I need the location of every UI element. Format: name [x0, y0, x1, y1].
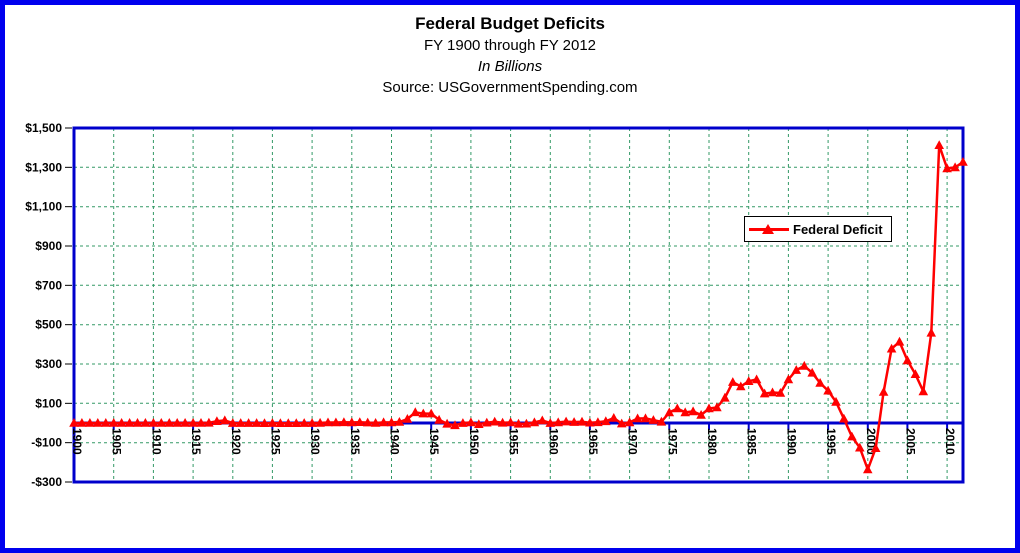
svg-text:1900: 1900: [70, 428, 84, 455]
svg-text:1920: 1920: [229, 428, 243, 455]
svg-text:1915: 1915: [189, 428, 203, 455]
svg-text:$900: $900: [35, 239, 62, 253]
svg-text:1995: 1995: [824, 428, 838, 455]
chart-source: Source: USGovernmentSpending.com: [382, 79, 638, 96]
svg-text:$1,500: $1,500: [25, 121, 62, 135]
svg-text:2005: 2005: [903, 428, 917, 455]
legend-line-marker-icon: [745, 223, 793, 235]
svg-text:1970: 1970: [626, 428, 640, 455]
chart-units: In Billions: [477, 58, 543, 75]
svg-text:1990: 1990: [784, 428, 798, 455]
svg-text:2010: 2010: [943, 428, 957, 455]
chart-subtitle: FY 1900 through FY 2012: [423, 37, 597, 54]
svg-text:-$100: -$100: [31, 436, 62, 450]
legend-box: Federal Deficit: [744, 216, 892, 242]
svg-text:-$300: -$300: [31, 475, 62, 489]
svg-text:1925: 1925: [268, 428, 282, 455]
chart-header: Federal Budget Deficits FY 1900 through …: [0, 13, 1020, 98]
svg-text:1935: 1935: [348, 428, 362, 455]
svg-text:$700: $700: [35, 278, 62, 292]
svg-text:$1,300: $1,300: [25, 160, 62, 174]
svg-text:1975: 1975: [665, 428, 679, 455]
svg-text:$1,100: $1,100: [25, 200, 62, 214]
chart-title: Federal Budget Deficits: [415, 14, 605, 33]
svg-text:1955: 1955: [507, 428, 521, 455]
svg-text:1960: 1960: [546, 428, 560, 455]
legend-label: Federal Deficit: [793, 221, 883, 237]
legend-triangle-icon: [762, 224, 774, 234]
svg-text:1965: 1965: [586, 428, 600, 455]
svg-text:$100: $100: [35, 396, 62, 410]
svg-text:$300: $300: [35, 357, 62, 371]
svg-text:1980: 1980: [705, 428, 719, 455]
svg-text:1905: 1905: [110, 428, 124, 455]
svg-text:1945: 1945: [427, 428, 441, 455]
svg-text:1930: 1930: [308, 428, 322, 455]
svg-text:1910: 1910: [149, 428, 163, 455]
svg-text:1950: 1950: [467, 428, 481, 455]
svg-text:1985: 1985: [745, 428, 759, 455]
svg-text:1940: 1940: [388, 428, 402, 455]
svg-text:$500: $500: [35, 318, 62, 332]
